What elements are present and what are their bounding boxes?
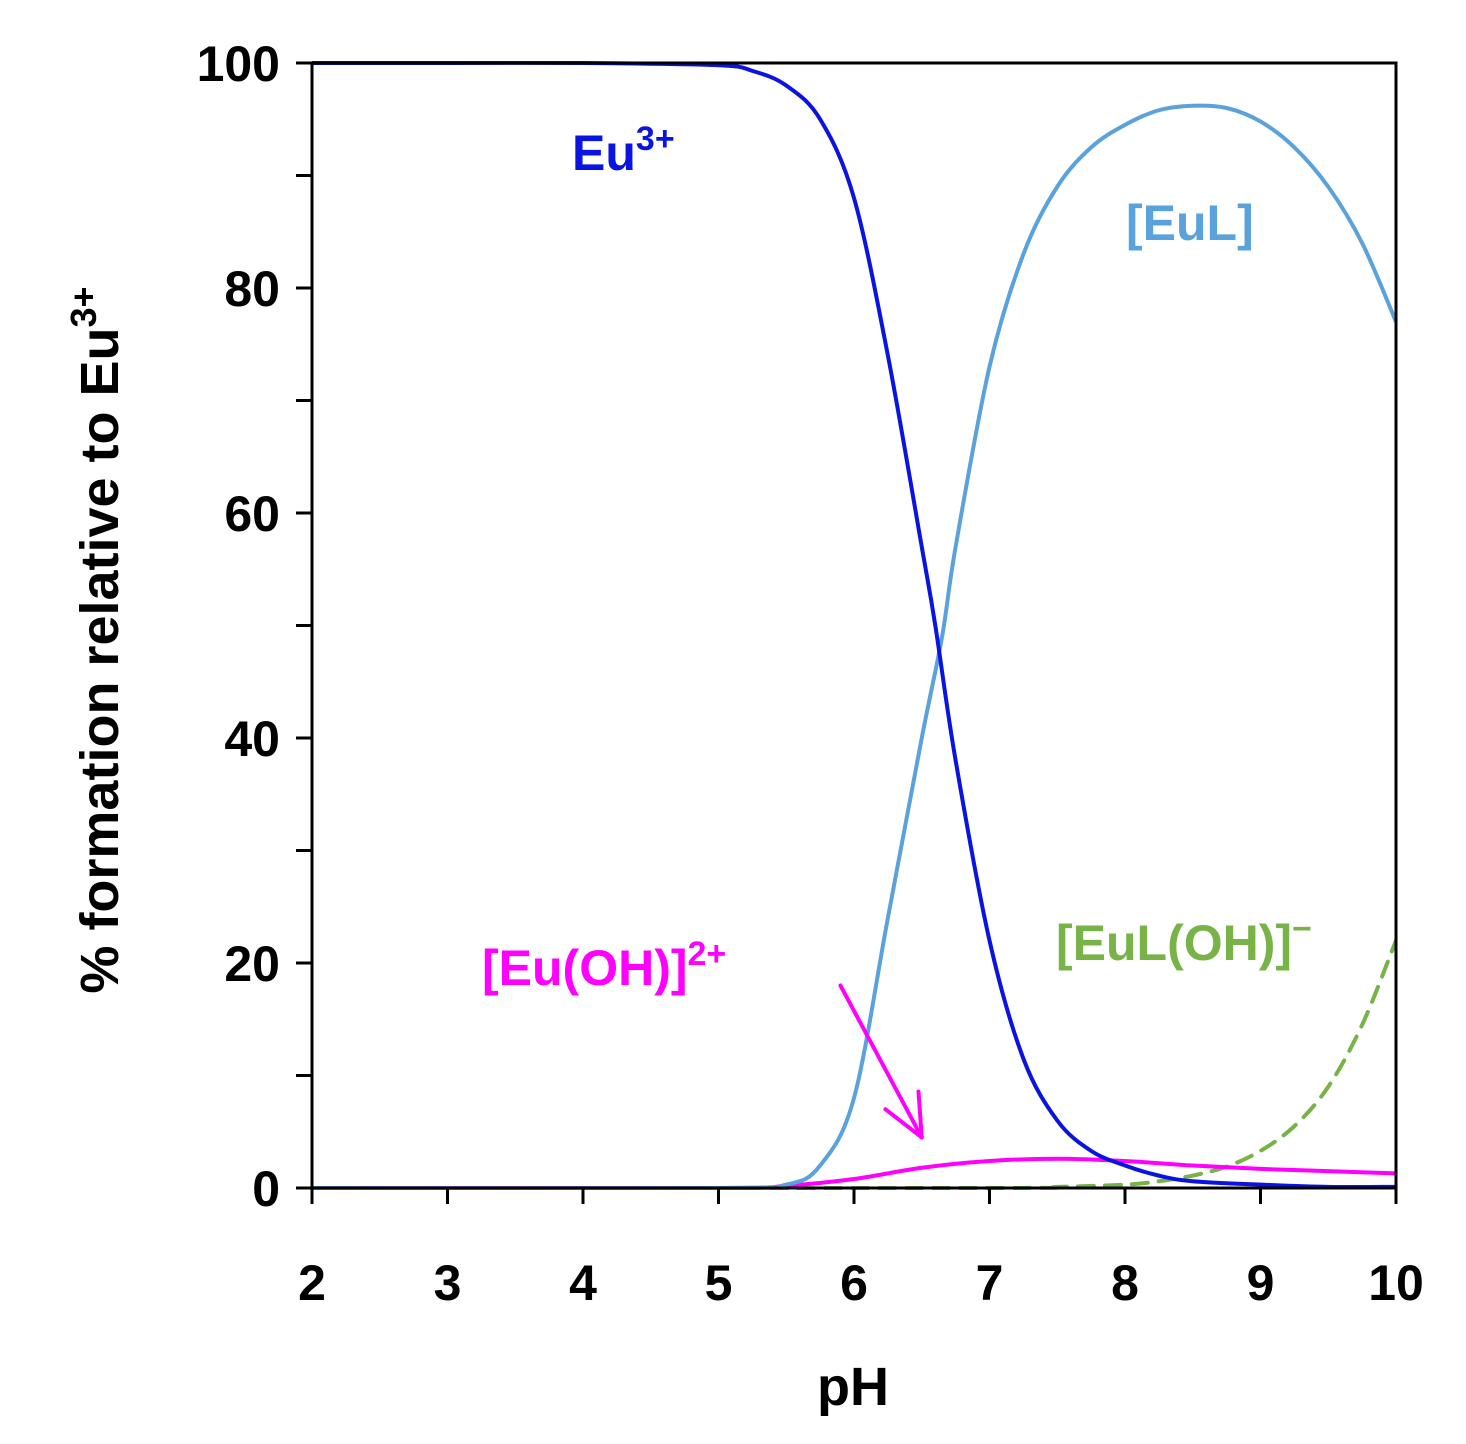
series-label-euloh-minus-sup: − — [1292, 910, 1312, 948]
y-tick-label: 100 — [197, 36, 280, 92]
y-tick-label: 40 — [224, 711, 280, 767]
series-label-euloh-minus: [EuL(OH)]− — [1056, 910, 1312, 971]
series-label-eul: [EuL] — [1126, 195, 1254, 251]
series-line-euloh-minus — [312, 938, 1396, 1190]
x-axis-title: pH — [817, 1357, 889, 1417]
series-line-eu3plus — [312, 61, 1396, 1190]
x-tick-label: 8 — [1111, 1255, 1139, 1311]
series-label-eu3plus-sup: 3+ — [636, 120, 675, 158]
x-tick-label: 5 — [705, 1255, 733, 1311]
x-tick-label: 9 — [1247, 1255, 1275, 1311]
y-tick-label: 0 — [252, 1161, 280, 1217]
y-tick-label: 20 — [224, 936, 280, 992]
y-tick-label: 80 — [224, 261, 280, 317]
x-tick-label: 7 — [976, 1255, 1004, 1311]
series-label-euoh2plus-sup: 2+ — [688, 935, 727, 973]
annotation-arrow-head — [883, 1089, 924, 1140]
x-tick-label: 4 — [569, 1255, 597, 1311]
series-label-euoh2plus: [Eu(OH)]2+ — [482, 935, 726, 996]
series-line-eul — [312, 103, 1396, 1190]
y-tick-label: 60 — [224, 486, 280, 542]
x-tick-label: 10 — [1368, 1255, 1424, 1311]
x-tick-label: 3 — [434, 1255, 462, 1311]
y-axis-title-sup: 3+ — [63, 286, 104, 327]
annotation-arrow-shaft — [838, 983, 924, 1140]
series-label-eu3plus: Eu3+ — [572, 120, 675, 181]
y-axis-title: % formation relative to Eu3+ — [63, 286, 130, 993]
x-tick-label: 6 — [840, 1255, 868, 1311]
annotation-arrow — [838, 983, 924, 1140]
x-tick-label: 2 — [298, 1255, 326, 1311]
